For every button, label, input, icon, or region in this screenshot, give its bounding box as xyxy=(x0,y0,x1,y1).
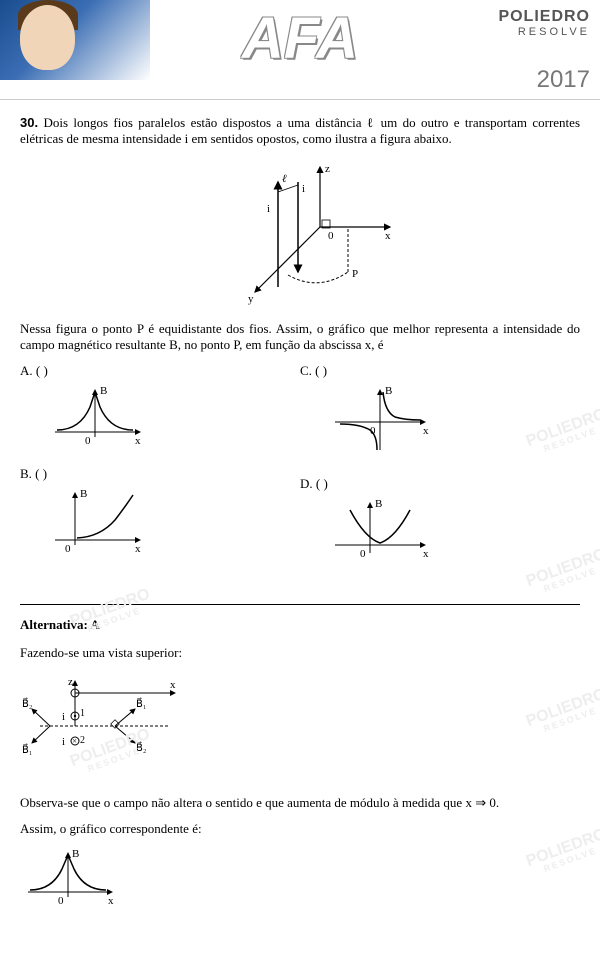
option-a: A. ( ) B x 0 xyxy=(20,363,300,451)
svg-text:z: z xyxy=(68,676,73,688)
svg-text:B⃗₁: B⃗₁ xyxy=(22,743,32,756)
svg-text:0: 0 xyxy=(328,230,334,242)
option-b-graph: B x 0 xyxy=(45,485,300,559)
svg-text:B: B xyxy=(375,498,382,510)
option-c: C. ( ) B x 0 xyxy=(300,363,580,461)
option-d-graph: B x 0 xyxy=(325,495,580,569)
svg-text:×: × xyxy=(72,736,77,746)
options-grid: A. ( ) B x 0 B. ( ) xyxy=(20,363,580,584)
option-a-label: A. ( ) xyxy=(20,363,300,379)
svg-text:i: i xyxy=(62,736,65,748)
question-text-2: Nessa figura o ponto P é equidistante do… xyxy=(20,321,580,353)
svg-text:x: x xyxy=(423,548,429,560)
question-body: Dois longos fios paralelos estão dispost… xyxy=(20,115,580,146)
option-d-label: D. ( ) xyxy=(300,476,580,492)
option-c-graph: B x 0 xyxy=(325,382,580,461)
question-text: 30. Dois longos fios paralelos estão dis… xyxy=(20,115,580,147)
svg-text:B⃗₂: B⃗₂ xyxy=(136,741,146,754)
svg-text:B: B xyxy=(80,488,87,500)
svg-text:B⃗₁: B⃗₁ xyxy=(136,697,146,710)
exam-title: AFA xyxy=(242,5,358,72)
exam-year: 2017 xyxy=(537,66,590,94)
svg-text:0: 0 xyxy=(65,543,71,555)
svg-text:y: y xyxy=(248,293,254,305)
answer-label: Alternativa: A xyxy=(20,617,580,633)
svg-text:x: x xyxy=(423,425,429,437)
brand-top: POLIEDRO xyxy=(498,8,590,26)
svg-text:z: z xyxy=(325,163,330,175)
svg-text:2: 2 xyxy=(80,735,85,746)
svg-text:B: B xyxy=(385,385,392,397)
option-d: D. ( ) B x 0 xyxy=(300,476,580,569)
svg-text:ℓ: ℓ xyxy=(282,173,287,185)
main-diagram: z x y 0 i i ℓ P xyxy=(20,157,580,311)
svg-text:x: x xyxy=(385,230,391,242)
svg-text:i: i xyxy=(62,711,65,723)
svg-text:x: x xyxy=(135,435,141,447)
option-b: B. ( ) B x 0 xyxy=(20,466,300,559)
svg-text:x: x xyxy=(108,895,114,907)
svg-text:1: 1 xyxy=(80,708,85,719)
svg-text:B⃗₂: B⃗₂ xyxy=(22,697,32,710)
svg-text:x: x xyxy=(170,679,176,691)
svg-text:B: B xyxy=(72,848,79,860)
solution-text-3: Assim, o gráfico correspondente é: xyxy=(20,821,580,837)
svg-text:P: P xyxy=(352,268,358,280)
solution-text-2: Observa-se que o campo não altera o sent… xyxy=(20,795,580,811)
brand-bottom: RESOLVE xyxy=(498,26,590,38)
svg-text:0: 0 xyxy=(360,548,366,560)
solution-graph: B x 0 xyxy=(20,847,580,911)
divider xyxy=(20,604,580,605)
page-content: POLIEDRORESOLVE POLIEDRORESOLVE POLIEDRO… xyxy=(0,100,600,934)
option-c-label: C. ( ) xyxy=(300,363,580,379)
solution-text-1: Fazendo-se uma vista superior: xyxy=(20,645,580,661)
option-b-label: B. ( ) xyxy=(20,466,300,482)
svg-text:0: 0 xyxy=(85,435,91,447)
svg-text:i: i xyxy=(267,203,270,215)
svg-text:B: B xyxy=(100,385,107,397)
solution-diagram: z x i 1 × i 2 B⃗₁ B⃗₂ B⃗₂ B⃗₁ xyxy=(20,671,580,785)
svg-text:i: i xyxy=(302,183,305,195)
brand-logo: POLIEDRO RESOLVE xyxy=(498,8,590,38)
option-a-graph: B x 0 xyxy=(45,382,300,451)
svg-text:0: 0 xyxy=(58,895,64,907)
svg-text:x: x xyxy=(135,543,141,555)
page-header: AFA POLIEDRO RESOLVE 2017 xyxy=(0,0,600,100)
header-photo xyxy=(0,0,150,80)
question-number: 30. xyxy=(20,115,38,130)
